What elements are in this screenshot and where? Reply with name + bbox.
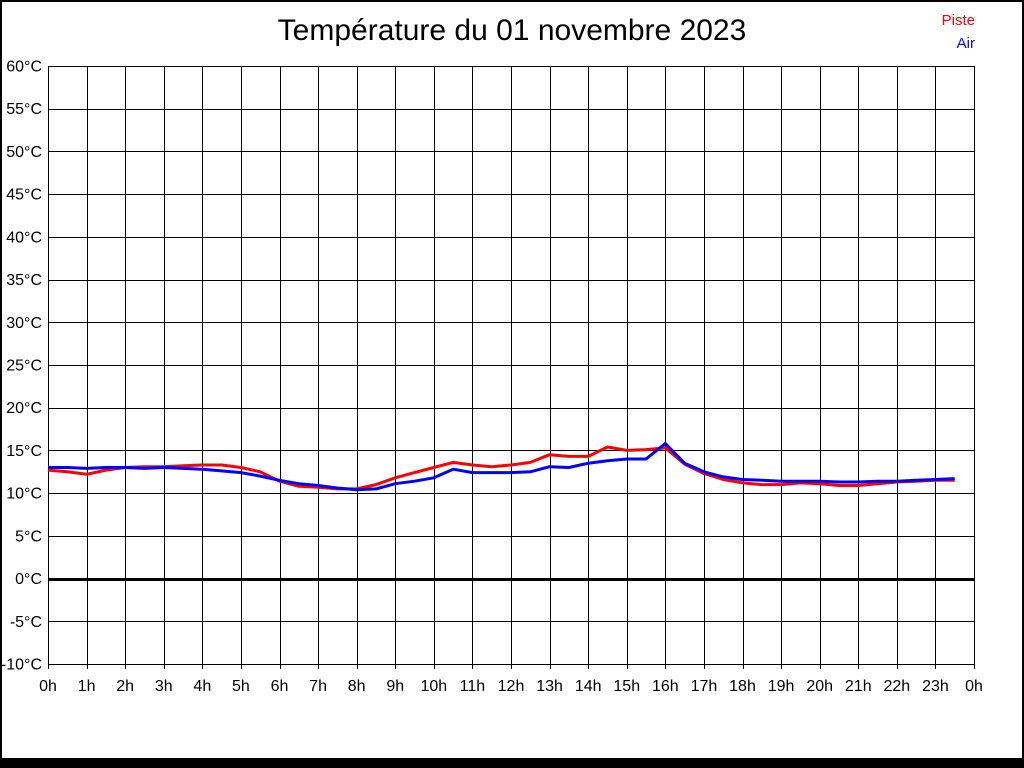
x-tick-label: 14h: [575, 678, 602, 695]
x-tick-label: 7h: [309, 678, 327, 695]
x-tick-label: 16h: [652, 678, 679, 695]
x-tick-label: 13h: [536, 678, 563, 695]
x-tick-label: 19h: [768, 678, 795, 695]
x-tick-label: 21h: [845, 678, 872, 695]
y-tick-label: 5°C: [15, 528, 42, 545]
y-tick-label: 55°C: [6, 101, 42, 118]
legend-item-air: Air: [956, 35, 975, 52]
x-tick-label: 0h: [39, 678, 57, 695]
y-tick-label: 35°C: [6, 272, 42, 289]
x-tick-label: 6h: [271, 678, 289, 695]
y-tick-label: 60°C: [6, 59, 42, 76]
y-tick-label: 15°C: [6, 443, 42, 460]
x-tick-label: 15h: [613, 678, 640, 695]
y-tick-label: 20°C: [6, 400, 42, 417]
x-tick-label: 18h: [729, 678, 756, 695]
y-tick-label: 25°C: [6, 358, 42, 375]
x-tick-label: 23h: [922, 678, 949, 695]
y-tick-label: -10°C: [1, 657, 42, 674]
y-tick-label: 50°C: [6, 144, 42, 161]
bottom-bar: [0, 758, 1024, 768]
chart-title: Température du 01 novembre 2023: [277, 14, 747, 47]
x-tick-label: 8h: [348, 678, 366, 695]
x-tick-label: 12h: [498, 678, 525, 695]
legend-item-piste: Piste: [941, 12, 975, 29]
series-line-air: [48, 442, 955, 492]
x-tick-label: 5h: [232, 678, 250, 695]
x-tick-label: 3h: [155, 678, 173, 695]
series-line-piste: [47, 445, 955, 491]
x-tick-label: 22h: [883, 678, 910, 695]
y-tick-label: 45°C: [6, 187, 42, 204]
x-tick-label: 4h: [193, 678, 211, 695]
x-tick-label: 2h: [116, 678, 134, 695]
chart-legend: Piste Air: [942, 9, 975, 55]
x-tick-label: 0h: [965, 678, 983, 695]
x-tick-label: 9h: [386, 678, 404, 695]
y-tick-label: 0°C: [15, 571, 42, 588]
x-tick-label: 20h: [806, 678, 833, 695]
x-tick-label: 17h: [691, 678, 718, 695]
y-tick-label: 30°C: [6, 315, 42, 332]
x-tick-label: 1h: [78, 678, 96, 695]
y-tick-label: 40°C: [6, 229, 42, 246]
y-tick-label: 10°C: [6, 486, 42, 503]
x-tick-label: 10h: [420, 678, 447, 695]
y-tick-label: -5°C: [10, 614, 42, 631]
x-tick-label: 11h: [460, 678, 486, 695]
